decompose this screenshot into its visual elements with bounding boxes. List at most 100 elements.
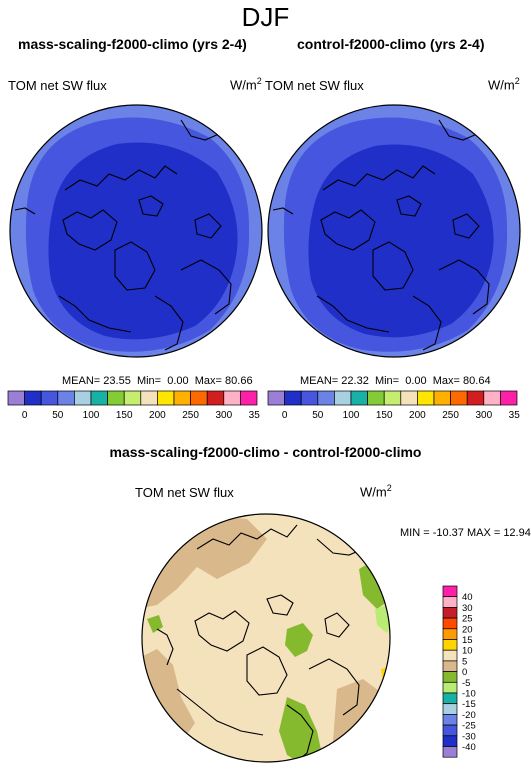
colorbar-swatch [350, 390, 368, 406]
diff-map-background [142, 514, 390, 762]
right-stats-line: MEAN= 22.32 Min= 0.00 Max= 80.64 [300, 375, 491, 387]
left-units-text: W/m [230, 77, 257, 93]
colorbar-tick-label: 15 [462, 635, 473, 646]
colorbar-swatch [442, 735, 458, 747]
colorbar-tick-label: 0 [22, 410, 28, 421]
colorbar-swatch [140, 390, 158, 406]
colorbar-swatch [442, 628, 458, 640]
colorbar-tick-label: -10 [462, 689, 476, 700]
diff-region-tan-se [333, 679, 390, 762]
right-units-sup: 2 [514, 76, 520, 86]
colorbar-tick-label: 100 [343, 410, 360, 421]
colorbar-swatch [206, 390, 225, 406]
colorbar-tick-label: -5 [462, 678, 470, 689]
colorbar-swatch [442, 617, 458, 630]
diff-polar-map [141, 513, 391, 763]
left-units-sup: 2 [256, 76, 262, 86]
diff-panel-title: mass-scaling-f2000-climo - control-f2000… [109, 444, 422, 460]
colorbar-swatch [267, 390, 285, 406]
diff-variable-label: TOM net SW flux [135, 485, 234, 500]
right-min-value: 0.00 [405, 375, 427, 387]
colorbar-tick-label: -15 [462, 699, 476, 710]
colorbar-swatch [57, 390, 75, 406]
colorbar-tick-label: -30 [462, 731, 476, 742]
colorbar-tick-label: 250 [442, 410, 459, 421]
left-min-value: 0.00 [167, 375, 189, 387]
colorbar-swatch [383, 390, 402, 406]
colorbar-swatch [442, 703, 458, 715]
colorbar-swatch [442, 649, 458, 662]
colorbar-swatch [433, 390, 451, 406]
right-units-text: W/m [488, 77, 515, 93]
diff-region-green-c [285, 623, 313, 657]
left-coastlines [14, 119, 232, 351]
colorbar-swatch [400, 390, 418, 406]
left-mean-label: MEAN= [62, 375, 101, 387]
diff-region-yellow-e [381, 665, 390, 699]
colorbar-swatch [107, 390, 125, 406]
colorbar-tick-label: 40 [462, 592, 473, 603]
diff-map-border [141, 513, 391, 763]
right-coastlines [272, 119, 490, 351]
colorbar-swatch [317, 390, 335, 406]
left-variable-label: TOM net SW flux [8, 78, 107, 93]
colorbar-tick-label: 300 [215, 410, 232, 421]
colorbar-swatch [74, 390, 92, 406]
colorbar-tick-label: 50 [52, 410, 64, 421]
colorbar-tick-label: 0 [462, 667, 467, 678]
left-max-label: Max= [194, 375, 222, 387]
diff-region-lightgreen-e [375, 605, 390, 633]
colorbar-tick-label: 5 [462, 656, 467, 667]
colorbar-tick-label: 100 [83, 410, 100, 421]
left-min-label: Min= [136, 375, 162, 387]
left-map-border [9, 104, 263, 358]
diff-units-text: W/m [360, 484, 387, 500]
colorbar-tick-label: 200 [149, 410, 166, 421]
colorbar-swatch [334, 390, 352, 406]
right-min-label: Min= [374, 375, 400, 387]
diff-region-green-s [279, 697, 323, 762]
colorbar-swatch [24, 390, 42, 406]
right-colorbar: 0 50 100 150 200 250 300 350 [267, 390, 520, 421]
left-colorbar: 0 50 100 150 200 250 300 350 [7, 390, 260, 421]
colorbar-tick-label: 0 [282, 410, 288, 421]
colorbar-tick-label: 200 [409, 410, 426, 421]
colorbar-tick-label: 150 [376, 410, 393, 421]
colorbar-swatch [90, 390, 108, 406]
colorbar-swatch [442, 671, 458, 683]
colorbar-swatch [300, 390, 319, 406]
colorbar-swatch [500, 390, 518, 406]
left-stats-line: MEAN= 23.55 Min= 0.00 Max= 80.66 [62, 375, 253, 387]
colorbar-tick-label: 30 [462, 603, 473, 614]
right-panel-title: control-f2000-climo (yrs 2-4) [297, 36, 485, 52]
colorbar-swatch [442, 746, 458, 758]
left-max-value: 80.66 [225, 375, 253, 387]
colorbar-swatch [466, 390, 485, 406]
colorbar-tick-label: -25 [462, 721, 476, 732]
colorbar-tick-label: 20 [462, 624, 473, 635]
right-units-label: W/m2 [488, 76, 520, 92]
colorbar-tick-label: 350 [509, 410, 520, 421]
colorbar-swatch [367, 390, 385, 406]
colorbar-swatch [417, 390, 435, 406]
colorbar-swatch [157, 390, 175, 406]
colorbar-tick-label: -20 [462, 710, 476, 721]
colorbar-swatch [190, 390, 208, 406]
colorbar-swatch [450, 390, 468, 406]
right-variable-label: TOM net SW flux [265, 78, 364, 93]
colorbar-swatch [7, 390, 25, 406]
colorbar-swatch [284, 390, 302, 406]
colorbar-swatch [442, 585, 458, 598]
colorbar-swatch [223, 390, 241, 406]
colorbar-tick-label: -40 [462, 742, 476, 753]
colorbar-swatch [123, 390, 142, 406]
colorbar-swatch [442, 639, 458, 651]
right-map-core-region [308, 144, 494, 338]
colorbar-tick-label: 10 [462, 646, 473, 657]
colorbar-swatch [442, 596, 458, 608]
colorbar-swatch [483, 390, 501, 406]
right-mean-value: 22.32 [341, 375, 369, 387]
colorbar-swatch [240, 390, 258, 406]
colorbar-swatch [442, 681, 458, 694]
right-max-label: Max= [432, 375, 460, 387]
